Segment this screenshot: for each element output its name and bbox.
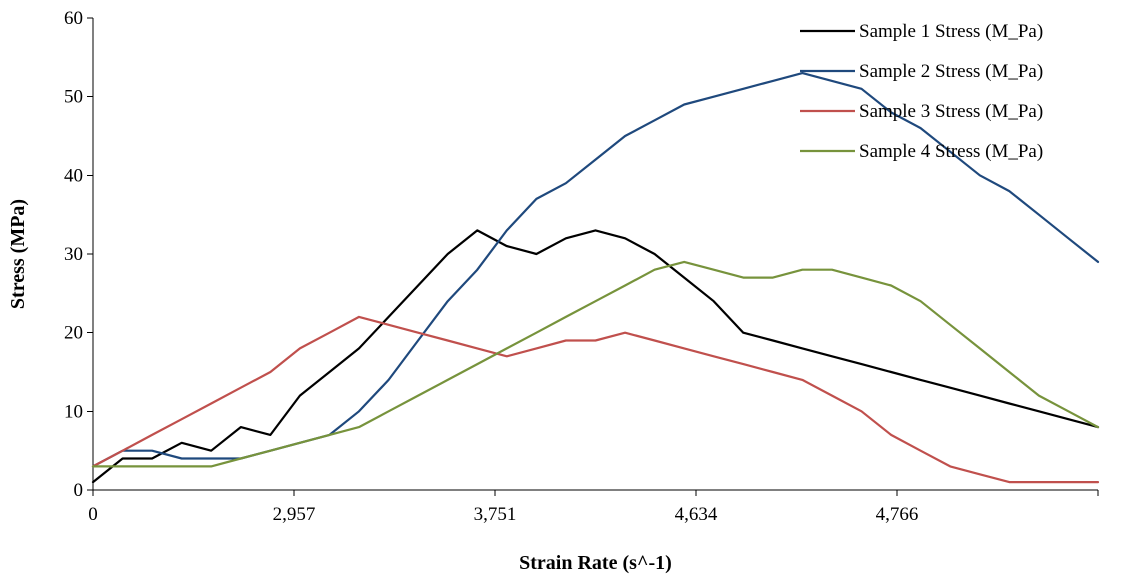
legend-label-sample-4: Sample 4 Stress (M_Pa) — [859, 141, 1043, 162]
x-tick-label: 0 — [88, 504, 98, 525]
x-tick-label: 4,634 — [675, 504, 718, 525]
x-ticks: 0 2,957 3,751 4,634 4,766 — [88, 490, 1099, 525]
y-axis-title: Stress (MPa) — [7, 199, 29, 309]
legend-label-sample-1: Sample 1 Stress (M_Pa) — [859, 21, 1043, 42]
y-ticks: 0 10 20 30 40 50 60 — [64, 8, 93, 501]
y-tick-label: 0 — [74, 480, 84, 501]
series-group — [91, 72, 1100, 484]
legend-label-sample-3: Sample 3 Stress (M_Pa) — [859, 101, 1043, 122]
y-tick-label: 50 — [64, 87, 83, 108]
legend: Sample 1 Stress (M_Pa) Sample 2 Stress (M… — [800, 21, 1043, 162]
x-tick-label: 3,751 — [474, 504, 517, 525]
x-tick-label: 2,957 — [273, 504, 316, 525]
y-tick-label: 20 — [64, 323, 83, 344]
y-tick-label: 40 — [64, 165, 83, 186]
plot-area: 0 10 20 30 40 50 60 0 2,957 3,751 4,634 4,766 — [64, 8, 1100, 525]
y-tick-label: 30 — [64, 244, 83, 265]
series-line-sample-3 — [91, 315, 1100, 484]
series-line-sample-4 — [91, 260, 1100, 468]
series-line-sample-2 — [91, 72, 1100, 468]
legend-label-sample-2: Sample 2 Stress (M_Pa) — [859, 61, 1043, 82]
x-axis-title: Strain Rate (s^-1) — [519, 552, 672, 574]
x-tick-label: 4,766 — [876, 504, 919, 525]
series-line-sample-1 — [91, 229, 1100, 484]
y-tick-label: 10 — [64, 401, 83, 422]
y-tick-label: 60 — [64, 8, 83, 29]
